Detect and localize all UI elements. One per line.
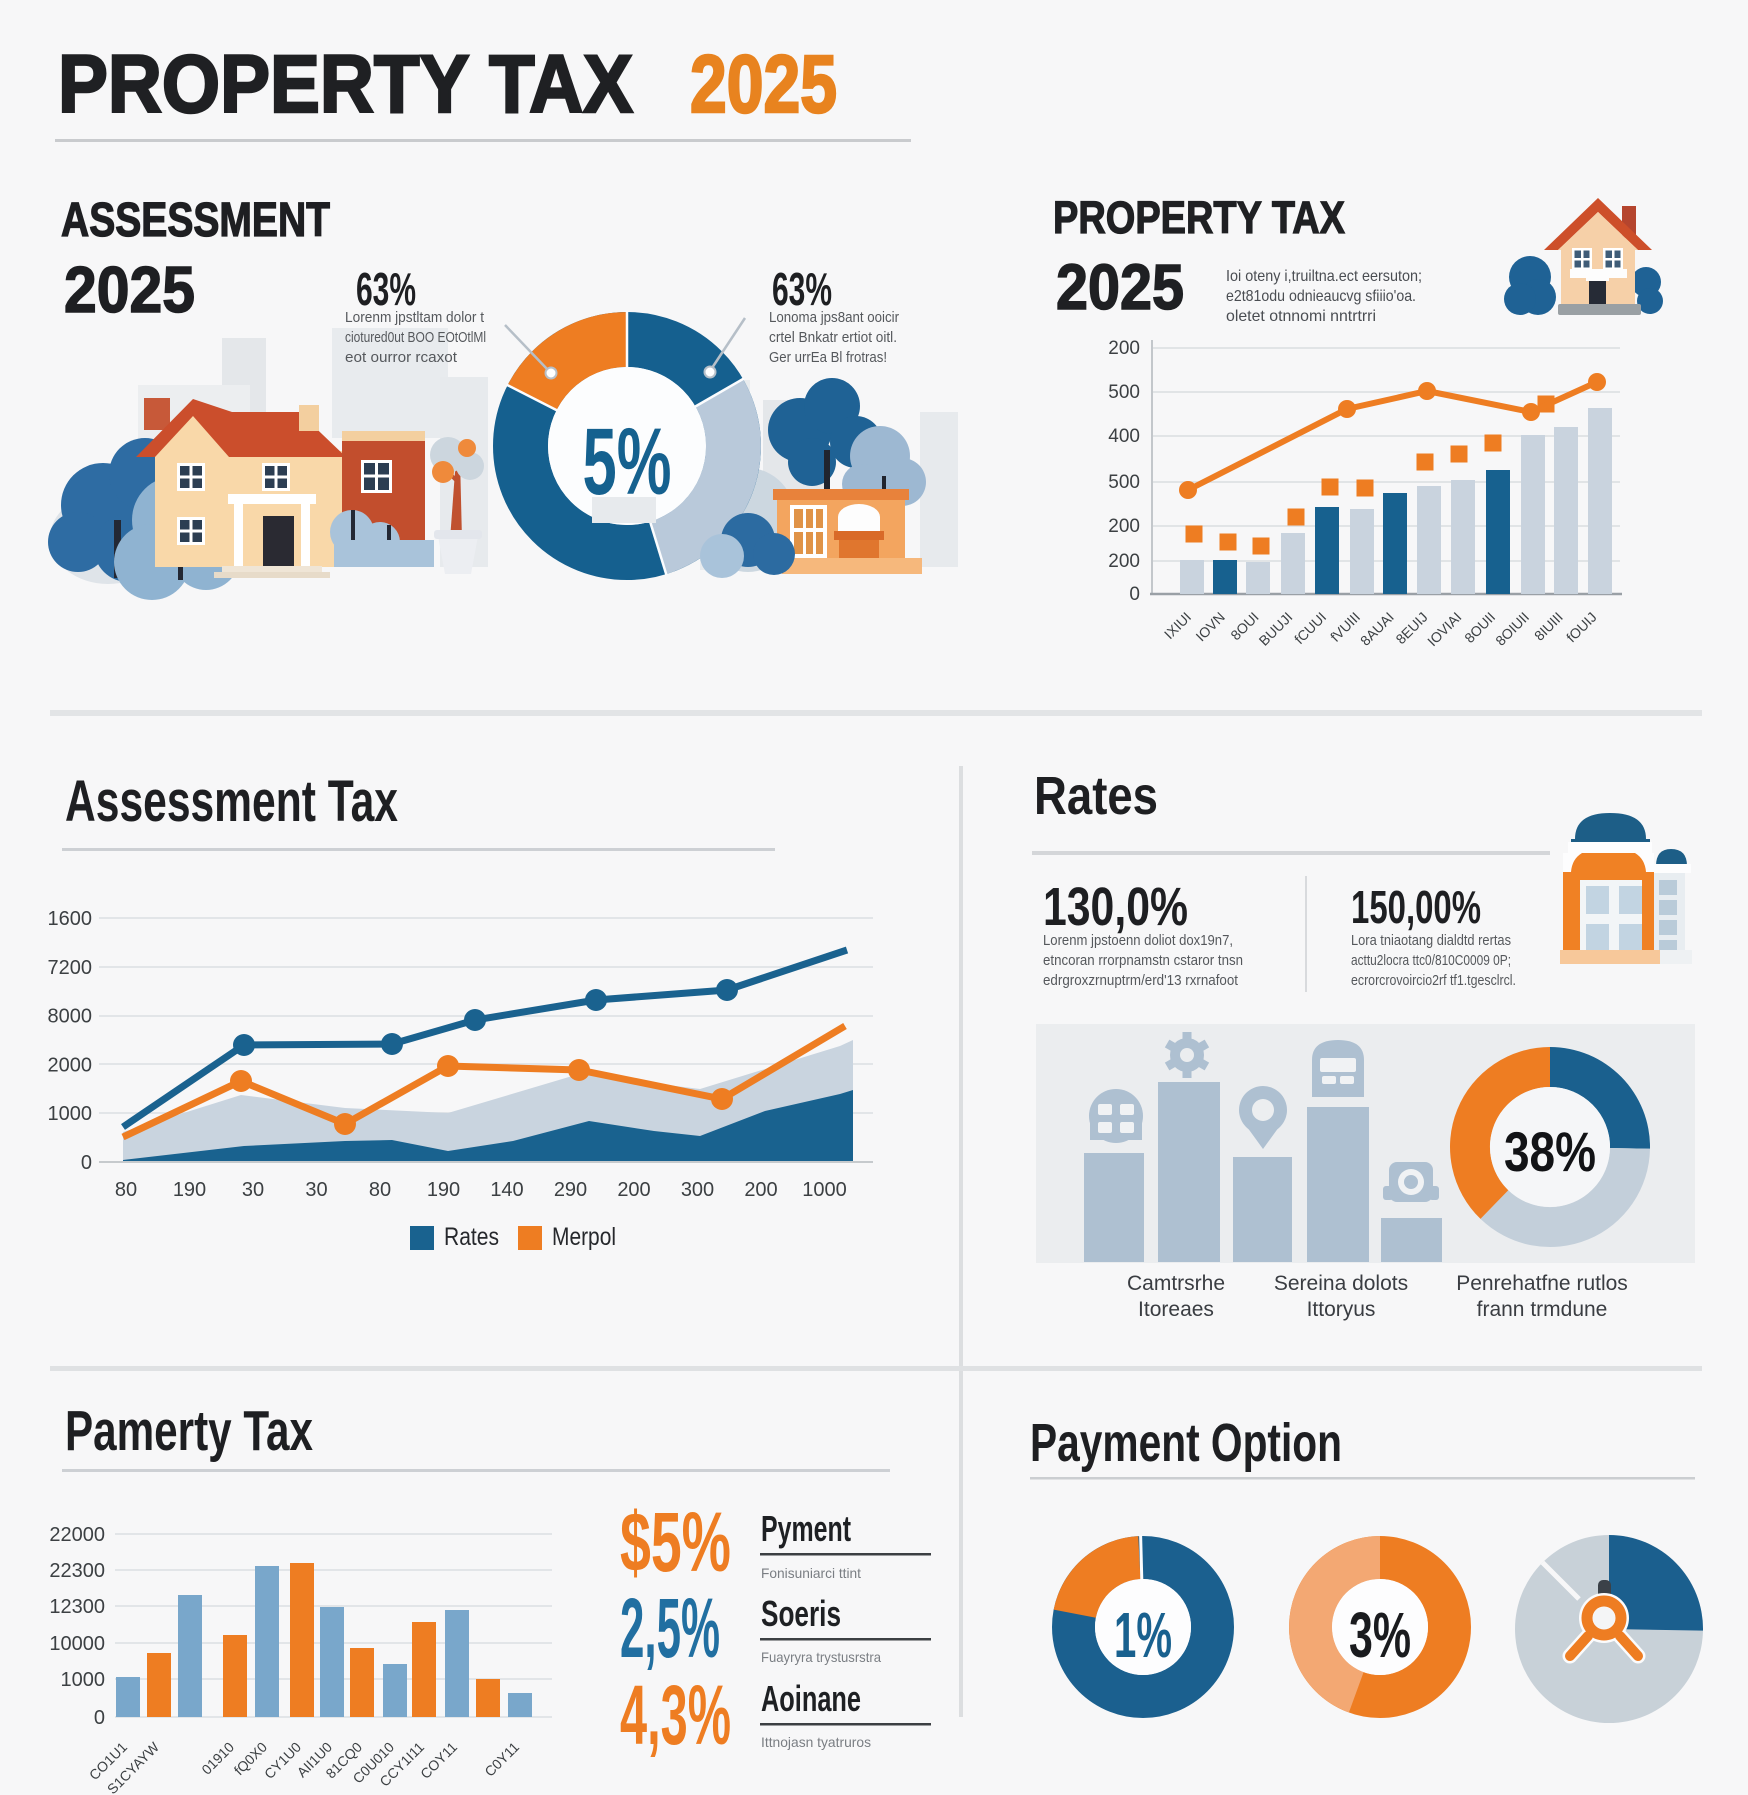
svg-text:Itoreaes: Itoreaes: [1138, 1298, 1214, 1321]
svg-text:Fuayryra trystusrstra: Fuayryra trystusrstra: [761, 1649, 881, 1665]
svg-text:12300: 12300: [49, 1596, 105, 1618]
svg-text:acttu2locra ttc0/810C0009 0P;: acttu2locra ttc0/810C0009 0P;: [1351, 952, 1511, 969]
svg-text:22000: 22000: [49, 1524, 105, 1546]
svg-text:Rates: Rates: [444, 1223, 499, 1251]
svg-text:8000: 8000: [48, 1006, 93, 1028]
svg-text:Payment Option: Payment Option: [1030, 1413, 1342, 1473]
svg-text:30: 30: [305, 1179, 327, 1201]
svg-text:Lorenm jpstoenn doliot dox19n7: Lorenm jpstoenn doliot dox19n7,: [1043, 932, 1233, 949]
svg-text:edrgroxzrnuptrm/erd'13 rxrnafo: edrgroxzrnuptrm/erd'13 rxrnafoot: [1043, 972, 1239, 989]
svg-text:crtel Bnkatr ertiot oitl.: crtel Bnkatr ertiot oitl.: [769, 329, 897, 346]
svg-text:22300: 22300: [49, 1560, 105, 1582]
svg-text:2000: 2000: [48, 1054, 93, 1076]
svg-text:500: 500: [1108, 382, 1140, 403]
svg-text:Pamerty Tax: Pamerty Tax: [65, 1399, 313, 1463]
svg-text:30: 30: [242, 1179, 264, 1201]
svg-text:1%: 1%: [1114, 1599, 1172, 1671]
svg-text:200: 200: [1108, 338, 1140, 359]
svg-text:Soeris: Soeris: [761, 1593, 841, 1634]
svg-text:Lorenm jpstltam dolor t: Lorenm jpstltam dolor t: [345, 309, 485, 326]
svg-text:PROPERTY TAX: PROPERTY TAX: [1053, 192, 1345, 243]
svg-text:Fonisuniarci ttint: Fonisuniarci ttint: [761, 1565, 861, 1581]
svg-text:10000: 10000: [49, 1633, 105, 1655]
svg-text:Penrehatfne rutlos: Penrehatfne rutlos: [1456, 1272, 1628, 1295]
svg-text:190: 190: [173, 1179, 206, 1201]
svg-text:oletet otnnomi nntrtrri: oletet otnnomi nntrtrri: [1226, 308, 1376, 325]
svg-text:4,3%: 4,3%: [620, 1668, 731, 1762]
svg-text:150,00%: 150,00%: [1351, 881, 1481, 933]
svg-text:Aoinane: Aoinane: [761, 1678, 861, 1719]
svg-text:400: 400: [1108, 426, 1140, 447]
svg-text:0: 0: [1129, 584, 1140, 605]
svg-text:0: 0: [94, 1707, 105, 1729]
svg-text:PROPERTY TAX: PROPERTY TAX: [58, 39, 633, 130]
svg-text:200: 200: [1108, 516, 1140, 537]
svg-text:e2t81odu odnieaucvg sfiiio'oa.: e2t81odu odnieaucvg sfiiio'oa.: [1226, 288, 1416, 305]
svg-text:frann trmdune: frann trmdune: [1477, 1298, 1608, 1321]
svg-text:Rates: Rates: [1034, 766, 1158, 826]
svg-text:300: 300: [681, 1179, 714, 1201]
svg-text:500: 500: [1108, 472, 1140, 493]
svg-text:80: 80: [115, 1179, 137, 1201]
svg-text:Lonoma jps8ant ooicir: Lonoma jps8ant ooicir: [769, 309, 899, 326]
svg-text:1000: 1000: [61, 1669, 106, 1691]
svg-text:200: 200: [1108, 551, 1140, 572]
svg-text:3%: 3%: [1349, 1599, 1411, 1671]
svg-text:200: 200: [617, 1179, 650, 1201]
svg-text:Pyment: Pyment: [761, 1508, 851, 1549]
svg-text:2025: 2025: [1056, 251, 1184, 323]
svg-text:38%: 38%: [1504, 1120, 1596, 1183]
svg-text:7200: 7200: [48, 957, 93, 979]
svg-text:Camtrsrhe: Camtrsrhe: [1127, 1272, 1225, 1295]
svg-text:Ioi oteny i,truiltna.ect eersu: Ioi oteny i,truiltna.ect eersuton;: [1226, 268, 1422, 285]
svg-text:80: 80: [369, 1179, 391, 1201]
svg-text:Merpol: Merpol: [552, 1223, 616, 1251]
svg-text:ciotured0ut BOO EOtOtlMl: ciotured0ut BOO EOtOtlMl: [345, 329, 486, 346]
svg-text:$5%: $5%: [620, 1495, 731, 1589]
svg-text:Ittoryus: Ittoryus: [1307, 1298, 1376, 1321]
svg-text:63%: 63%: [772, 263, 832, 315]
svg-text:Ger urrEa Bl frotras!: Ger urrEa Bl frotras!: [769, 349, 887, 366]
svg-text:190: 190: [427, 1179, 460, 1201]
svg-text:Sereina dolots: Sereina dolots: [1274, 1272, 1408, 1295]
svg-text:1600: 1600: [48, 908, 93, 930]
svg-text:2025: 2025: [690, 39, 837, 130]
svg-text:ecrorcrovoircio2rf tf1.tgesclr: ecrorcrovoircio2rf tf1.tgesclrcl.: [1351, 972, 1516, 989]
svg-text:140: 140: [490, 1179, 523, 1201]
svg-text:ASSESSMENT: ASSESSMENT: [61, 194, 330, 247]
svg-text:eot ourror rcaxot: eot ourror rcaxot: [345, 349, 458, 366]
svg-text:Ittnojasn tyatruros: Ittnojasn tyatruros: [761, 1734, 871, 1750]
svg-text:290: 290: [554, 1179, 587, 1201]
svg-text:Assessment Tax: Assessment Tax: [65, 769, 398, 834]
svg-text:0: 0: [81, 1152, 92, 1174]
svg-text:1000: 1000: [802, 1179, 847, 1201]
svg-text:etncoran rrorpnamstn cstaror t: etncoran rrorpnamstn cstaror tnsn: [1043, 952, 1243, 969]
svg-text:130,0%: 130,0%: [1043, 877, 1188, 937]
svg-text:2025: 2025: [64, 253, 195, 326]
svg-text:200: 200: [744, 1179, 777, 1201]
svg-text:63%: 63%: [356, 263, 416, 315]
svg-text:5%: 5%: [583, 409, 672, 515]
svg-text:2,5%: 2,5%: [620, 1581, 720, 1675]
svg-text:Lora tniaotang dialdtd rertas: Lora tniaotang dialdtd rertas: [1351, 932, 1511, 949]
svg-text:1000: 1000: [48, 1103, 93, 1125]
